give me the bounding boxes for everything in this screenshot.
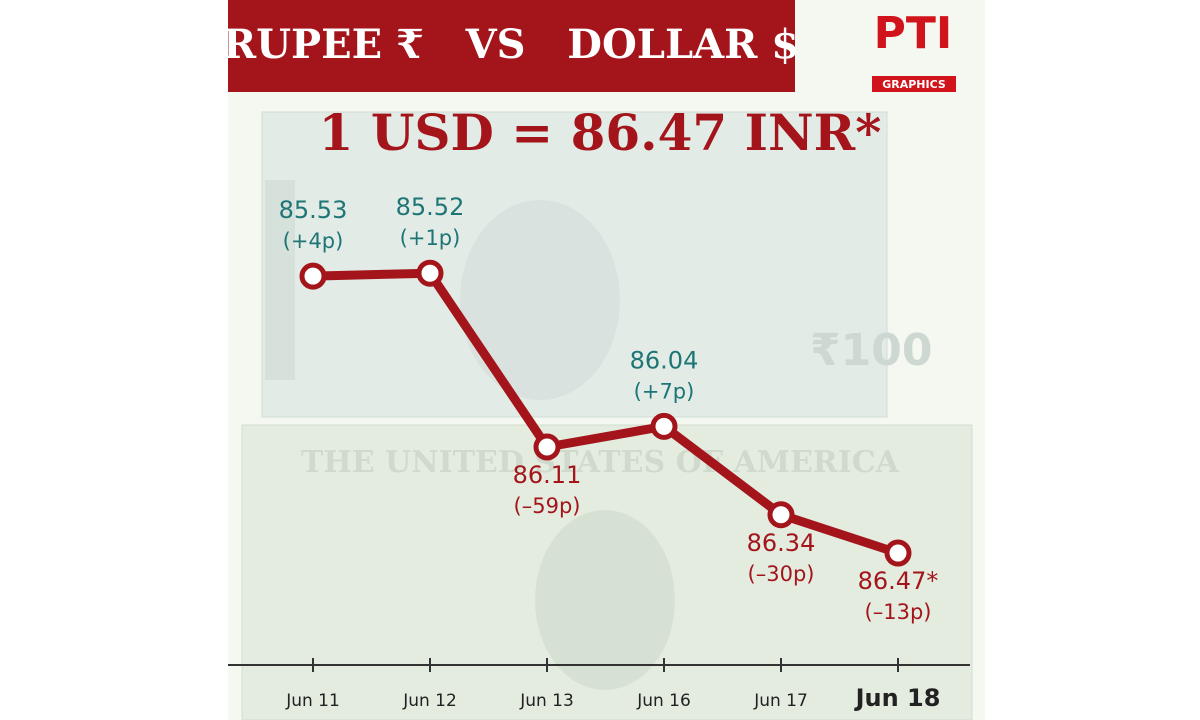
change-label: (+1p): [400, 226, 461, 250]
logo-label: GRAPHICS: [882, 78, 946, 91]
point: [416, 259, 444, 287]
x-tick-label: Jun 12: [402, 691, 457, 711]
portrait: [535, 510, 675, 690]
point: [767, 501, 795, 529]
value-label: 86.04: [630, 346, 699, 374]
portrait: [460, 200, 620, 400]
x-tick-label: Jun 17: [753, 691, 808, 711]
note-decoration: ₹100: [810, 325, 932, 376]
change-label: (+4p): [283, 229, 344, 253]
point: [650, 412, 678, 440]
point: [884, 539, 912, 567]
value-label: 86.34: [747, 529, 816, 557]
note-strip: [265, 180, 295, 380]
x-tick-label: Jun 13: [519, 691, 574, 711]
headline: 1 USD = 86.47 INR*: [319, 103, 882, 162]
x-tick-label: Jun 11: [285, 691, 340, 711]
point: [533, 433, 561, 461]
change-label: (–13p): [865, 600, 932, 624]
value-label: 86.47*: [858, 567, 939, 595]
note-decoration: THE UNITED STATES OF AMERICA: [301, 445, 900, 480]
value-label: 85.52: [396, 193, 465, 221]
x-tick-label: Jun 16: [636, 691, 691, 711]
change-label: (–30p): [748, 562, 815, 586]
point: [299, 262, 327, 290]
header-band: [228, 0, 795, 92]
line: [312, 268, 900, 558]
logo: PTI: [874, 8, 953, 59]
change-label: (–59p): [514, 494, 581, 518]
chart-title: RUPEE ₹ VS DOLLAR $: [223, 21, 799, 68]
logo-band: [872, 76, 956, 92]
value-label: 86.11: [513, 461, 582, 489]
value-label: 85.53: [279, 196, 348, 224]
x-tick-label: Jun 18: [854, 684, 941, 712]
change-label: (+7p): [634, 379, 695, 403]
